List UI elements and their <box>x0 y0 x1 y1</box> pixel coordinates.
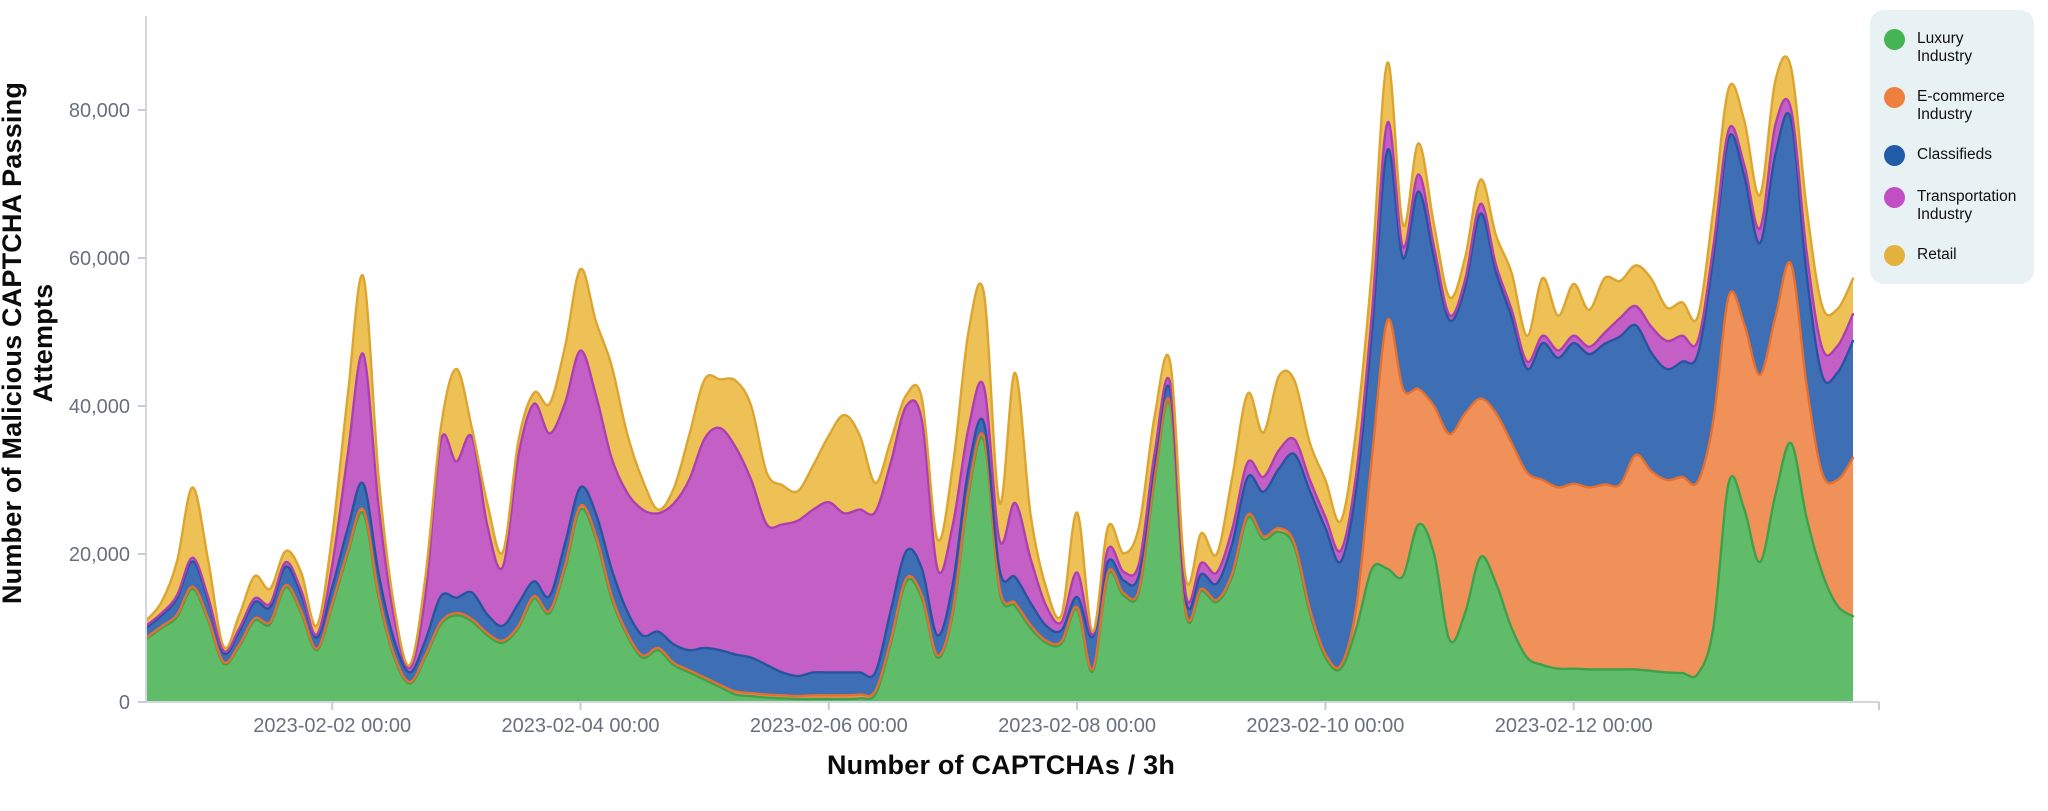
classifieds-dot-icon <box>1884 144 1905 166</box>
x-tick-label: 2023-02-06 00:00 <box>750 715 908 737</box>
e-commerce-industry-dot-icon <box>1884 86 1905 108</box>
legend-label: Luxury Industry <box>1917 30 1973 65</box>
x-tick-label: 2023-02-08 00:00 <box>998 715 1156 737</box>
y-tick-label: 40,000 <box>69 396 130 418</box>
line-e-commerce-industry <box>145 260 1855 698</box>
x-axis-title: Number of CAPTCHAs / 3h <box>826 750 1176 780</box>
area-luxury-industry <box>146 401 1853 702</box>
retail-dot-icon <box>1884 244 1905 266</box>
y-tick-label: 60,000 <box>69 248 130 270</box>
legend-item-retail[interactable]: Retail <box>1884 244 2020 266</box>
x-tick-label: 2023-02-10 00:00 <box>1246 715 1404 737</box>
chart-legend: Luxury Industry E-commerce Industry Classi… <box>1870 10 2034 284</box>
y-tick-label: 20,000 <box>69 544 130 566</box>
legend-label: E-commerce Industry <box>1917 87 2005 123</box>
legend-label: Retail <box>1917 245 1957 263</box>
line-retail <box>145 55 1855 667</box>
x-tick-label: 2023-02-02 00:00 <box>253 715 411 737</box>
y-tick-label: 0 <box>119 692 130 714</box>
legend-label: Classifieds <box>1917 145 1992 163</box>
transportation-industry-dot-icon <box>1884 186 1905 208</box>
legend-item-e-commerce-industry[interactable]: E-commerce Industry <box>1884 86 2020 124</box>
y-tick-label: 80,000 <box>69 100 130 122</box>
legend-item-classifieds[interactable]: Classifieds <box>1884 144 2020 166</box>
luxury-industry-dot-icon <box>1884 29 1905 50</box>
line-transportation-industry <box>145 97 1855 670</box>
legend-item-luxury-industry[interactable]: Luxury Industry <box>1884 29 2020 66</box>
legend-label: Transportation Industry <box>1917 187 2017 223</box>
x-tick-label: 2023-02-12 00:00 <box>1495 715 1653 737</box>
legend-item-transportation-industry[interactable]: Transportation Industry <box>1884 186 2020 224</box>
y-axis-title: Number of Malicious CAPTCHA Passing Atte… <box>0 81 58 605</box>
x-tick-label: 2023-02-04 00:00 <box>502 715 660 737</box>
line-classifieds <box>145 111 1855 679</box>
